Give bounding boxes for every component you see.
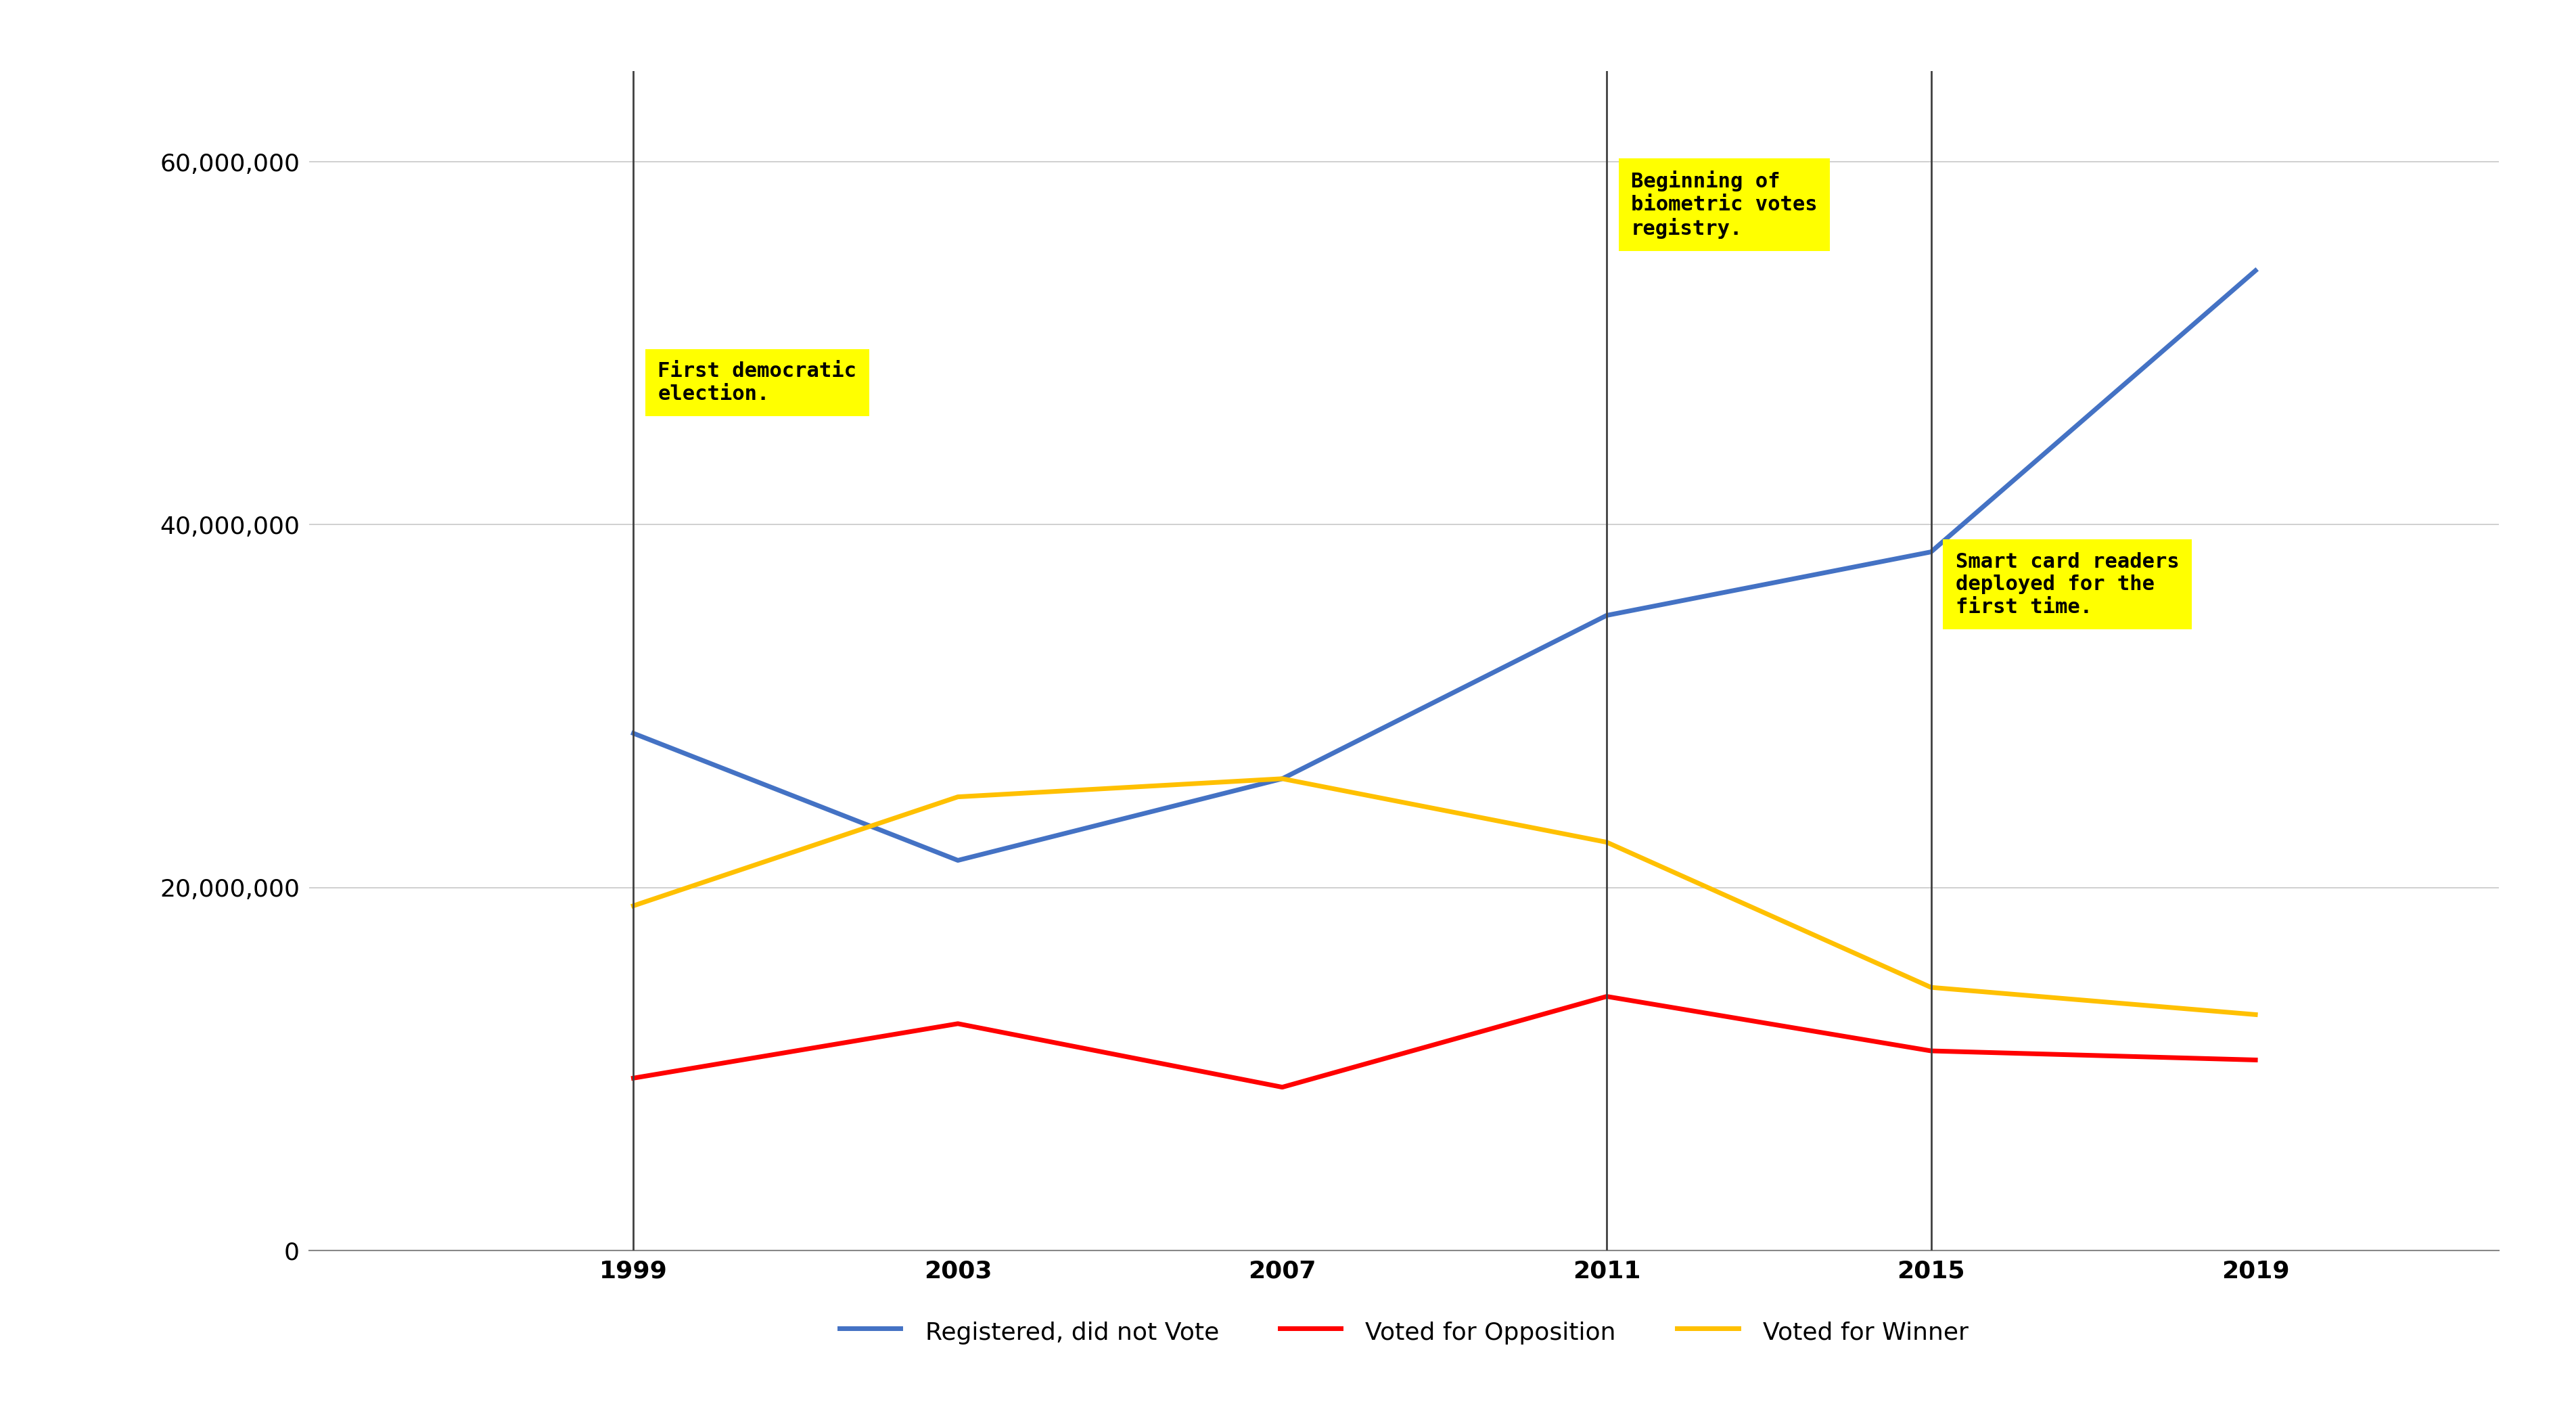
Legend: Registered, did not Vote, Voted for Opposition, Voted for Winner: Registered, did not Vote, Voted for Oppo… [829,1307,1978,1356]
Text: Beginning of
biometric votes
registry.: Beginning of biometric votes registry. [1631,171,1819,239]
Text: First democratic
election.: First democratic election. [657,361,858,404]
Text: Smart card readers
deployed for the
first time.: Smart card readers deployed for the firs… [1955,551,2179,617]
